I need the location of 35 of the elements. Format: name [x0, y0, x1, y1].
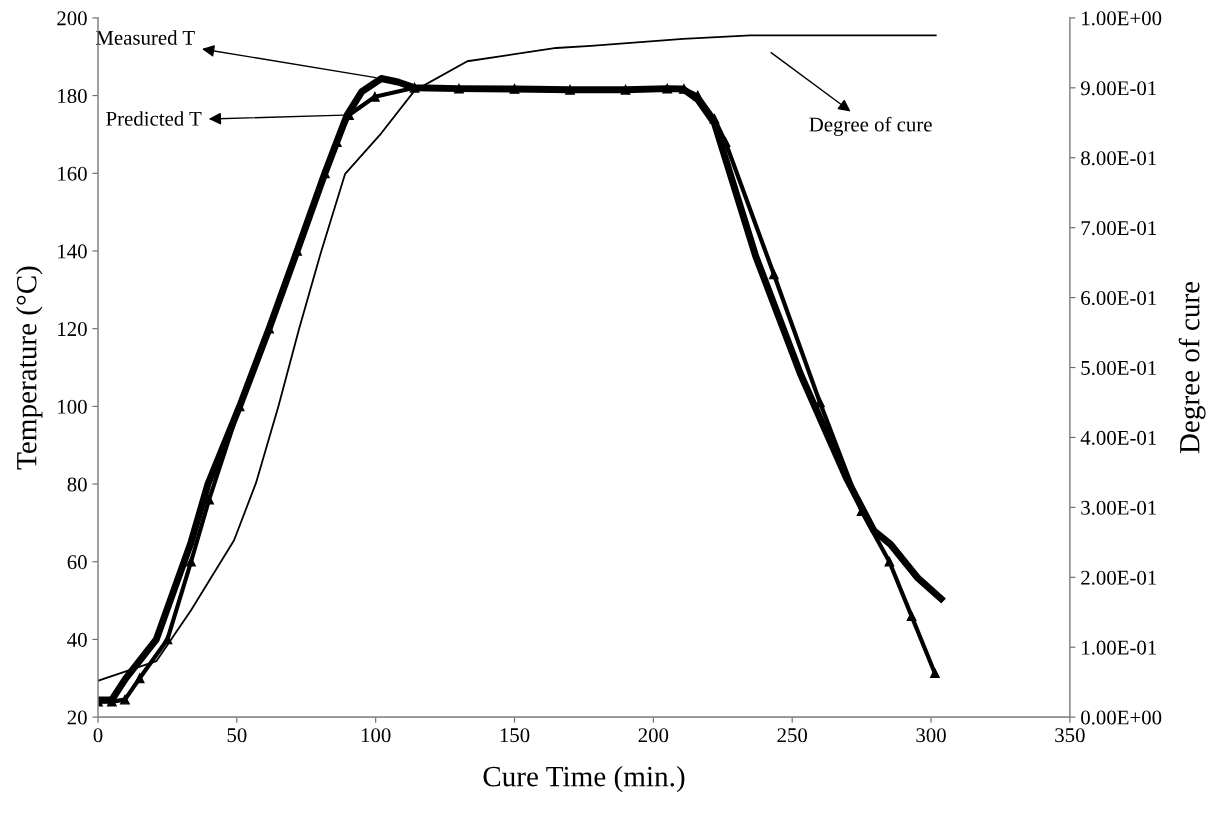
y2-tick-label: 5.00E-01 [1081, 360, 1156, 376]
y-tick-label: 140 [58, 244, 87, 259]
y-tick-label: 80 [67, 477, 87, 492]
y2-tick-label: 3.00E-01 [1081, 500, 1156, 515]
x-tick-label: 200 [638, 728, 669, 743]
annotation: Measured T [96, 30, 195, 45]
y2-tick-label: 1.00E-01 [1082, 640, 1156, 655]
x-axis-title: Cure Time (min.) [483, 765, 685, 793]
y2-tick-label: 8.00E-01 [1081, 151, 1156, 166]
x-tick-label: 250 [777, 728, 808, 743]
x-tick-label: 300 [916, 728, 946, 743]
y2-tick-label: 0.00E+00 [1081, 710, 1162, 725]
y-tick-label: 20 [67, 710, 87, 725]
y-tick-label: 160 [58, 166, 87, 181]
y2-tick-label: 7.00E-01 [1081, 221, 1156, 236]
y2-tick-label: 9.00E-01 [1080, 81, 1156, 96]
x-tick-label: 50 [227, 728, 247, 743]
x-tick-label: 150 [500, 728, 530, 743]
y-tick-label: 60 [67, 555, 87, 570]
y-axis-title: Temperature (°C) [16, 266, 43, 470]
y2-tick-label: 6.00E-01 [1081, 290, 1156, 306]
x-tick-label: 0 [93, 728, 103, 743]
y2-tick-label: 1.00E+00 [1082, 11, 1162, 26]
y-tick-label: 40 [67, 632, 87, 647]
y-tick-label: 200 [57, 11, 87, 26]
y2-axis-title: Degree of cure [1178, 281, 1206, 454]
annotation: Predicted T [106, 111, 202, 126]
y-tick-label: 180 [58, 88, 87, 104]
y2-tick-label: 4.00E-01 [1080, 430, 1156, 445]
x-tick-label: 100 [361, 728, 391, 743]
y2-tick-label: 2.00E-01 [1081, 570, 1156, 585]
x-tick-label: 350 [1055, 728, 1085, 743]
y-tick-label: 100 [58, 399, 87, 414]
y-tick-label: 120 [58, 322, 87, 337]
annotation: Degree of cure [809, 116, 932, 136]
